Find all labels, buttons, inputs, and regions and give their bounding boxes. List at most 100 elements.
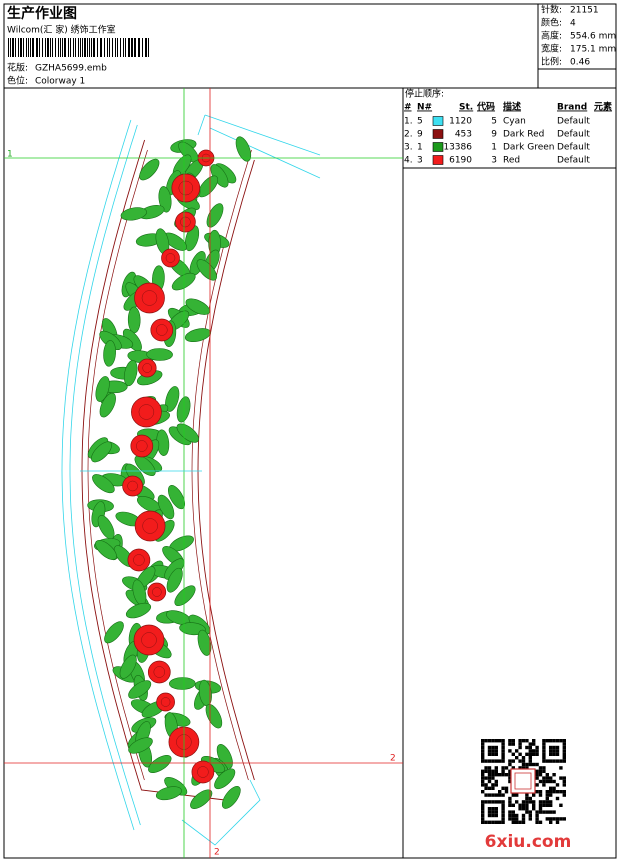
leaf: [91, 441, 112, 463]
qr-cell: [562, 749, 566, 753]
qr-logo: [510, 768, 536, 794]
qr-cell: [501, 766, 505, 770]
stat-value: 0.46: [570, 58, 590, 68]
qr-cell: [501, 786, 505, 790]
qr-cell: [549, 803, 553, 807]
qr-cell: [552, 752, 556, 756]
qr-cell: [501, 820, 505, 824]
rose: [147, 582, 167, 602]
qr-cell: [494, 810, 498, 814]
qr-cell: [559, 759, 563, 763]
qr-cell: [538, 810, 543, 814]
qr-cell: [545, 810, 549, 814]
barcode-bar: [60, 38, 61, 57]
qr-cell: [504, 773, 509, 777]
leaf: [205, 704, 223, 729]
qr-cell: [481, 769, 485, 773]
qr-cell: [532, 800, 536, 804]
qr-cell: [545, 776, 549, 780]
qr-cell: [549, 752, 553, 756]
qr-cell: [494, 793, 498, 797]
qr-cell: [562, 817, 566, 821]
rose-detail: [165, 253, 176, 263]
qr-cell: [491, 739, 495, 743]
qr-cell: [504, 786, 509, 790]
title: 生产作业图: [7, 5, 77, 22]
qr-cell: [562, 759, 566, 763]
outline-cyan: [61, 119, 135, 831]
qr-cell: [521, 739, 526, 743]
row-description: Dark Red: [503, 130, 544, 140]
qr-cell: [538, 820, 543, 824]
qr-cell: [504, 766, 509, 770]
qr-cell: [521, 762, 526, 767]
qr-cell: [552, 773, 556, 777]
barcode-bar: [134, 38, 136, 57]
qr-cell: [555, 749, 560, 753]
leaf: [95, 376, 110, 402]
qr-cell: [491, 752, 495, 756]
row-index: 1.: [404, 117, 413, 127]
qr-cell: [528, 813, 532, 818]
qr-cell: [528, 752, 532, 756]
barcode-bar: [89, 38, 90, 57]
qr-cell: [487, 745, 492, 750]
qr-cell: [538, 793, 543, 797]
qr-cell: [481, 810, 485, 814]
qr-cell: [538, 766, 543, 770]
qr-cell: [481, 813, 485, 818]
qr-cell: [498, 793, 502, 797]
leaf: [206, 203, 224, 228]
row-description: Red: [503, 156, 520, 166]
qr-cell: [487, 820, 492, 824]
column-header: N#: [417, 103, 432, 113]
barcode-bar: [82, 38, 83, 57]
qr-cell: [508, 762, 512, 767]
qr-cell: [481, 783, 485, 787]
qr-cell: [487, 779, 492, 784]
qr-cell: [508, 742, 512, 746]
qr-cell: [538, 773, 543, 777]
barcode-bar: [91, 38, 92, 57]
barcode-bar: [70, 38, 71, 57]
qr-cell: [549, 745, 553, 750]
qr-cell: [511, 752, 515, 756]
rose: [150, 318, 174, 342]
qr-cell: [552, 810, 556, 814]
qr-cell: [511, 742, 515, 746]
qr-cell: [501, 752, 505, 756]
qr-cell: [545, 817, 549, 821]
qr-cell: [521, 820, 526, 824]
rose-detail: [133, 554, 145, 566]
qr-cell: [484, 820, 488, 824]
qr-cell: [518, 820, 522, 824]
stat-value: 554.6 mm: [570, 32, 616, 42]
qr-cell: [562, 742, 566, 746]
qr-cell: [508, 776, 512, 780]
barcode-bar: [23, 38, 24, 57]
qr-cell: [508, 759, 512, 763]
qr-cell: [515, 756, 519, 760]
rose-detail: [136, 440, 148, 452]
qr-cell: [545, 779, 549, 784]
barcode-bar: [120, 38, 121, 57]
qr-cell: [549, 749, 553, 753]
qr-cell: [508, 817, 512, 821]
row-brand: Default: [557, 117, 590, 127]
qr-cell: [508, 803, 512, 807]
qr-cell: [545, 759, 549, 763]
colorway-label: 色位:: [7, 75, 28, 87]
qr-cell: [562, 783, 566, 787]
qr-cell: [528, 759, 532, 763]
barcode-bar: [117, 38, 118, 57]
row-description: Cyan: [503, 117, 526, 127]
qr-cell: [549, 779, 553, 784]
rose-detail: [141, 290, 158, 306]
barcode-bar: [138, 38, 140, 57]
barcode-bar: [52, 38, 53, 57]
rose-detail: [197, 766, 209, 778]
qr-cell: [481, 817, 485, 821]
qr-cell: [542, 749, 546, 753]
qr-cell: [515, 817, 519, 821]
rose: [130, 434, 154, 458]
